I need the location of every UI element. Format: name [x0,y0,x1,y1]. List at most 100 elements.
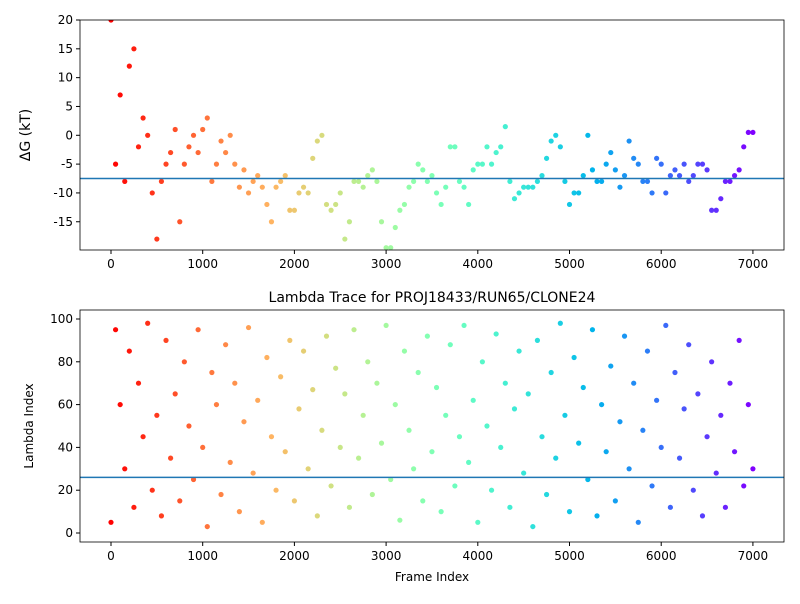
point [690,487,696,493]
point [534,178,541,185]
point [617,419,623,425]
point [342,391,348,397]
point [654,397,660,403]
point [168,455,174,461]
point [631,155,637,161]
point [223,149,229,156]
point [236,184,242,190]
point [731,449,738,455]
point [672,369,678,376]
y-tick-label: 5 [65,99,73,113]
point [264,201,270,208]
point [493,331,499,337]
y-axis-label: ΔG (kT) [18,109,34,161]
point [378,219,385,225]
point [241,167,247,173]
point [259,519,265,525]
point [548,138,554,144]
point [401,348,408,354]
point [443,412,449,418]
point [190,132,197,138]
point [360,412,366,418]
point [245,324,252,331]
point [649,483,655,489]
point [681,406,687,412]
point [429,173,435,179]
point [305,466,311,472]
point [502,380,508,386]
point [333,365,339,371]
point [392,224,398,231]
point [241,419,247,425]
x-tick-label: 6000 [646,257,677,271]
point [488,487,495,493]
point [328,207,334,213]
point [291,498,298,504]
point [562,178,568,185]
point [452,483,458,489]
point [589,327,596,333]
point [433,190,440,196]
point [654,155,660,161]
point [599,401,605,408]
x-tick-label: 2000 [279,549,310,563]
x-tick-label: 3000 [371,257,402,271]
point [736,337,742,343]
point [718,412,724,418]
point [369,491,375,498]
x-tick-label: 3000 [371,549,402,563]
point [594,178,600,185]
point [351,327,357,333]
point [131,504,137,510]
point [745,401,751,408]
point [264,354,270,361]
point [750,466,756,472]
point [149,487,155,493]
point [709,359,715,365]
point [319,427,325,433]
point [741,144,747,150]
point [126,348,132,354]
point [750,129,756,136]
point [209,369,215,376]
point [525,184,531,190]
point [420,498,426,504]
axes-frame [79,19,785,251]
point [346,219,353,225]
point [447,342,453,348]
point [213,161,220,167]
point [557,320,563,326]
point [388,245,394,250]
y-tick-label: 60 [58,398,73,412]
point [695,391,701,397]
point [704,167,710,173]
point [365,359,371,365]
point [475,519,481,525]
point [355,455,362,461]
point [415,161,421,167]
point [397,517,403,523]
point [122,178,128,185]
point [466,201,472,208]
y-tick-label: 10 [58,71,73,85]
point [195,327,201,333]
point [177,498,183,504]
point [576,440,582,446]
point [190,476,197,483]
x-tick-label: 0 [107,549,115,563]
point [268,219,275,225]
point [635,161,641,167]
point [640,427,646,433]
point [392,401,398,408]
point [273,487,279,493]
point [722,178,729,185]
point [612,167,618,173]
point [736,167,742,173]
point [145,132,151,138]
x-axis-label: Frame Index [395,570,469,584]
point [603,449,609,455]
point [245,190,252,196]
x-tick-label: 1000 [187,257,218,271]
point [168,149,174,156]
